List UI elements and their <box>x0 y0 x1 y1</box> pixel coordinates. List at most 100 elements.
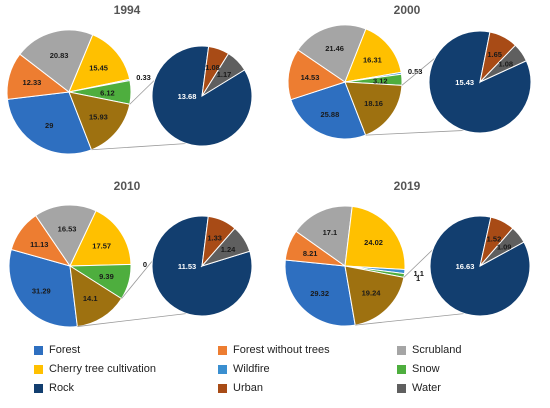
data-label-cherry-tree-cultivation: 15.45 <box>89 63 108 72</box>
data-label-forest-without-trees: 12.33 <box>23 78 42 87</box>
legend-item-water: Water <box>397 380 441 396</box>
legend-swatch <box>218 383 227 393</box>
legend-swatch <box>397 364 406 374</box>
legend-swatch <box>218 345 227 355</box>
connector-line <box>355 313 466 326</box>
chart-panel-2019: 2019 29.32 8.21 17.1 24.02 1.11 19.24 16.63 1.52… <box>284 179 531 327</box>
data-label-snow: 9.39 <box>99 272 114 281</box>
data-label-composite: 14.1 <box>83 294 98 303</box>
legend-item-rock: Rock <box>34 380 74 396</box>
data-label-cherry-tree-cultivation: 16.31 <box>363 56 382 65</box>
data-label-forest: 29.32 <box>310 289 329 298</box>
data-label-rock: 16.63 <box>456 262 475 271</box>
data-label-composite: 18.16 <box>364 99 383 108</box>
pie-slice-water <box>479 44 528 83</box>
legend: Forest Forest without trees Scrubland Cherr… <box>0 340 550 408</box>
data-label-water: 1.09 <box>497 243 512 252</box>
pie-slice-forest <box>290 81 367 140</box>
legend-item-urban: Urban <box>218 380 263 396</box>
legend-swatch <box>397 383 406 393</box>
data-label-forest-without-trees: 14.53 <box>301 73 320 82</box>
data-label-snow: 3.12 <box>373 77 388 86</box>
legend-label: Rock <box>49 382 75 394</box>
legend-label: Urban <box>233 382 263 394</box>
legend-swatch <box>34 383 43 393</box>
data-label-water: 1.08 <box>498 60 513 69</box>
data-label-wildfire: 0 <box>143 260 147 269</box>
chart-panel-2010: 2010 31.29 11.13 16.53 17.57 0 9.39 14.1 11.53 1.… <box>8 179 253 328</box>
pie-slice-forest <box>8 248 78 328</box>
pie-slice-cherry-tree-cultivation <box>68 34 131 93</box>
data-label-forest: 25.88 <box>320 110 339 119</box>
legend-label: Scrubland <box>412 344 462 356</box>
data-label-rock: 15.43 <box>455 78 474 87</box>
legend-label: Cherry tree cultivation <box>49 363 156 375</box>
pie-slice-composite <box>68 91 131 151</box>
data-label-cherry-tree-cultivation: 24.02 <box>364 238 383 247</box>
pie-slice-scrubland <box>295 205 353 267</box>
connector-line <box>77 313 188 327</box>
pie-slice-composite <box>344 81 403 136</box>
connector-line <box>365 130 465 136</box>
pie-slice-scrubland <box>297 24 367 83</box>
pie-slice-water <box>479 227 525 267</box>
chart-title: 2000 <box>394 3 421 17</box>
pie-slice-water <box>201 52 246 97</box>
legend-swatch <box>34 345 43 355</box>
data-label-cherry-tree-cultivation: 17.57 <box>92 241 111 250</box>
chart-title: 2010 <box>114 179 141 193</box>
data-label-composite: 15.93 <box>89 113 108 122</box>
pie-slice-scrubland <box>34 204 97 268</box>
data-label-wildfire: 0.53 <box>408 67 423 76</box>
pie-slice-forest-without-trees <box>287 49 347 101</box>
legend-swatch <box>34 364 43 374</box>
pie-slice-cherry-tree-cultivation <box>69 210 132 267</box>
legend-label: Wildfire <box>233 363 270 375</box>
chart-panel-1994: 1994 29 12.33 20.83 15.45 0.33 6.12 15.93 13.68 1… <box>6 3 253 155</box>
pie-slice-water <box>200 227 251 267</box>
data-label-urban: 1.08 <box>205 63 220 72</box>
data-label-water: 1.24 <box>221 245 236 254</box>
legend-item-forest: Forest <box>34 342 80 358</box>
data-label-composite: 19.24 <box>362 289 382 298</box>
data-label-rock: 13.68 <box>178 92 197 101</box>
data-label-water: 1.17 <box>217 70 232 79</box>
data-label-urban: 1.33 <box>207 234 222 243</box>
legend-item-cherry-tree-cultivation: Cherry tree cultivation <box>34 361 156 377</box>
legend-label: Water <box>412 382 441 394</box>
data-label-snow: 1 <box>416 274 420 283</box>
pie-slice-forest <box>284 259 356 327</box>
chart-title: 2019 <box>394 179 421 193</box>
pie-slice-cherry-tree-cultivation <box>344 205 406 271</box>
data-label-urban: 1.65 <box>487 50 502 59</box>
chart-title: 1994 <box>114 3 141 17</box>
pie-slice-scrubland <box>19 29 94 93</box>
data-label-forest: 31.29 <box>32 287 51 296</box>
data-label-forest-without-trees: 8.21 <box>303 249 318 258</box>
chart-panel-2000: 2000 25.88 14.53 21.46 16.31 0.53 3.12 18.16 15.… <box>287 3 532 140</box>
legend-label: Forest without trees <box>233 344 330 356</box>
data-label-rock: 11.53 <box>178 262 196 271</box>
legend-item-snow: Snow <box>397 361 440 377</box>
data-label-snow: 6.12 <box>100 88 115 97</box>
legend-item-forest-without-trees: Forest without trees <box>218 342 330 358</box>
legend-swatch <box>218 364 227 374</box>
connector-line <box>91 143 188 151</box>
legend-label: Snow <box>412 363 440 375</box>
legend-swatch <box>397 345 406 355</box>
data-label-wildfire: 0.33 <box>136 73 151 82</box>
data-label-urban: 1.52 <box>487 234 502 243</box>
pie-slice-cherry-tree-cultivation <box>344 28 402 83</box>
data-label-forest-without-trees: 11.13 <box>30 240 48 249</box>
legend-item-scrubland: Scrubland <box>397 342 462 358</box>
data-label-scrubland: 20.83 <box>50 51 69 60</box>
data-label-scrubland: 21.46 <box>325 44 344 53</box>
legend-item-wildfire: Wildfire <box>218 361 270 377</box>
data-label-scrubland: 16.53 <box>58 224 77 233</box>
pie-slice-forest <box>6 91 93 155</box>
data-label-scrubland: 17.1 <box>323 228 338 237</box>
pie-slice-composite <box>344 265 405 326</box>
data-label-forest: 29 <box>45 121 53 130</box>
data-label-wildfire: 1.1 <box>413 269 423 278</box>
